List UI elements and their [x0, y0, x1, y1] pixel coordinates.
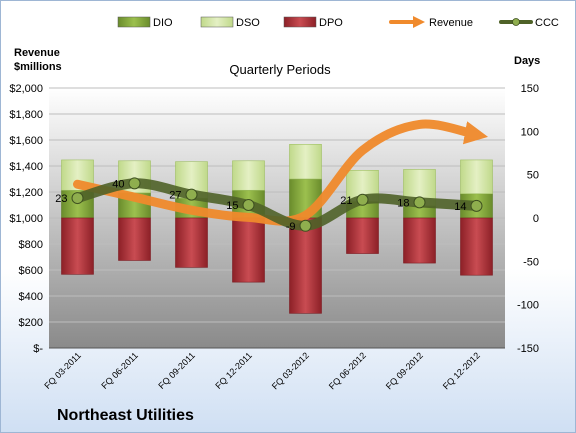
- ccc-point: [128, 177, 141, 190]
- right-axis-ticks: -150 -100 -50 0 50 100 150: [517, 83, 539, 355]
- legend-label: DPO: [319, 17, 343, 29]
- ccc-data-label: 15: [226, 200, 238, 212]
- legend-arrowhead: [413, 16, 425, 28]
- right-tick-label: -100: [517, 300, 539, 312]
- dpo-bar: [232, 217, 265, 283]
- right-axis-title: Days: [514, 55, 540, 67]
- right-tick-label: -50: [523, 256, 539, 268]
- left-tick-label: $1,400: [9, 161, 43, 173]
- dpo-bar: [289, 217, 322, 314]
- ccc-point: [356, 193, 369, 206]
- legend-dot: [512, 18, 520, 26]
- company-name: Northeast Utilities: [57, 407, 194, 424]
- legend-label: DSO: [236, 17, 260, 29]
- ccc-data-label: 14: [454, 201, 466, 213]
- ccc-point: [470, 199, 483, 212]
- left-tick-label: $600: [19, 265, 43, 277]
- left-axis-title-line2: $millions: [14, 61, 62, 73]
- dpo-bar: [403, 217, 436, 264]
- ccc-point: [413, 196, 426, 209]
- left-axis-ticks: $- $200 $400 $600 $800 $1,000 $1,200 $1,400 $1,6…: [9, 83, 43, 355]
- left-tick-label: $1,200: [9, 187, 43, 199]
- right-tick-label: 50: [527, 170, 539, 182]
- dso-bar: [460, 159, 493, 195]
- right-tick-label: 150: [521, 83, 539, 95]
- right-tick-label: -150: [517, 343, 539, 355]
- ccc-point: [71, 192, 84, 205]
- legend: DIO DSO DPO Revenue CCC: [117, 16, 559, 29]
- ccc-point: [299, 219, 312, 232]
- data-labels: 23 40 27 15 -9 21 18 14: [55, 178, 466, 232]
- left-tick-label: $-: [33, 343, 43, 355]
- left-tick-label: $2,000: [9, 83, 43, 95]
- ccc-data-label: 23: [55, 193, 67, 205]
- dpo-bar: [460, 217, 493, 276]
- left-tick-label: $400: [19, 291, 43, 303]
- ccc-point: [242, 199, 255, 211]
- legend-label: Revenue: [429, 17, 473, 29]
- legend-label: DIO: [153, 17, 173, 29]
- dso-bar: [232, 160, 265, 191]
- dpo-bar: [61, 217, 94, 275]
- legend-swatch: [283, 16, 317, 28]
- legend-swatch: [200, 16, 234, 28]
- left-tick-label: $200: [19, 317, 43, 329]
- legend-label: CCC: [535, 17, 559, 29]
- ccc-data-label: 21: [340, 195, 352, 207]
- dpo-bar: [175, 217, 208, 268]
- bars: [61, 144, 493, 314]
- ccc-data-label: 18: [397, 197, 409, 209]
- right-tick-label: 100: [521, 126, 539, 138]
- ccc-data-label: 27: [169, 190, 181, 202]
- legend-swatch: [117, 16, 151, 28]
- ccc-point: [185, 188, 198, 201]
- left-tick-label: $800: [19, 239, 43, 251]
- left-tick-label: $1,600: [9, 135, 43, 147]
- dpo-bar: [346, 217, 379, 254]
- ccc-data-label: 40: [112, 178, 124, 190]
- dpo-bar: [118, 217, 151, 261]
- lines: [71, 119, 489, 232]
- ccc-data-label: -9: [286, 221, 296, 233]
- left-tick-label: $1,800: [9, 109, 43, 121]
- left-tick-label: $1,000: [9, 213, 43, 225]
- right-tick-label: 0: [533, 213, 539, 225]
- dso-bar: [289, 144, 322, 180]
- left-axis-title-line1: Revenue: [14, 47, 60, 59]
- chart-title: Quarterly Periods: [229, 62, 331, 77]
